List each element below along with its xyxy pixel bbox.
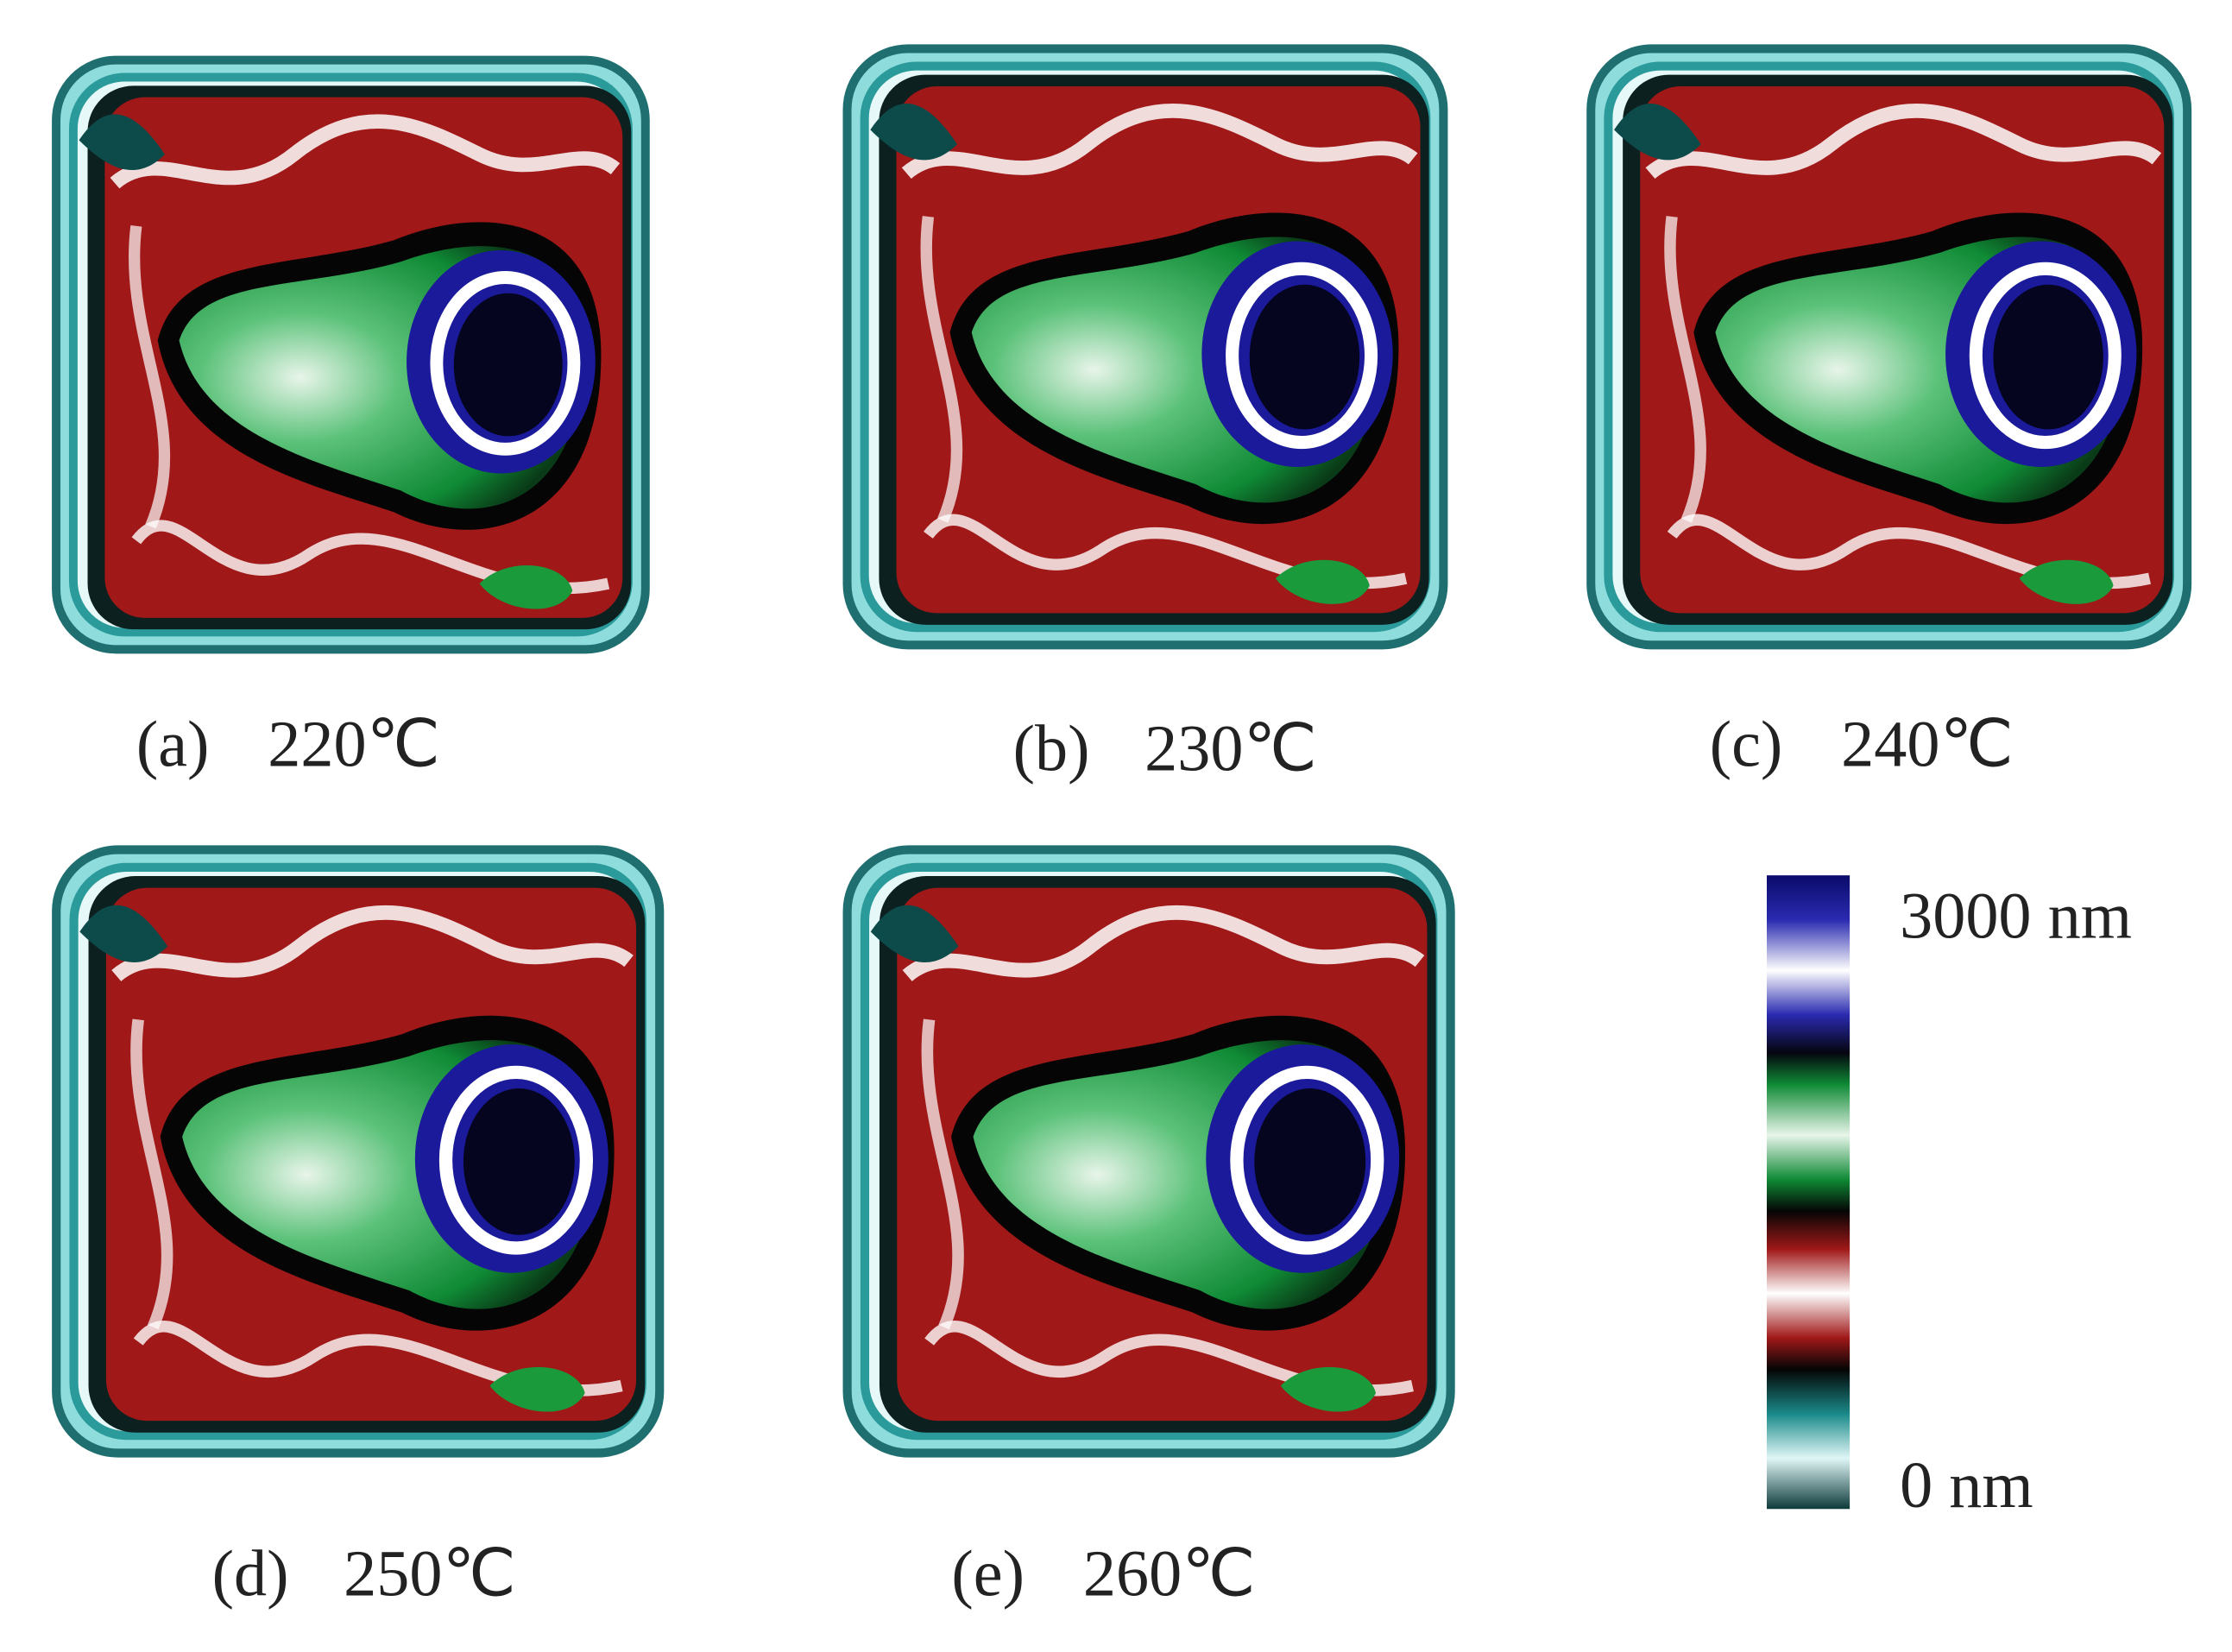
- contour-maps: (a) 220℃ (b) 230℃ (c) 240℃ (d) 250℃ (e) 260℃: [56, 48, 2187, 1611]
- contour-map: [1591, 48, 2187, 645]
- colorbar-min-label: 0 nm: [1900, 1449, 2033, 1522]
- contour-map: [848, 48, 1444, 645]
- colorbar-max-label: 3000 nm: [1900, 880, 2132, 952]
- panel-temperature: 230℃: [1144, 712, 1317, 785]
- panel-letter: (a): [136, 708, 210, 780]
- panel-temperature: 240℃: [1841, 708, 2014, 780]
- contour-map: [56, 60, 646, 650]
- contour-map: [848, 850, 1451, 1453]
- colorbar: 3000 nm 0 nm: [1767, 875, 2132, 1522]
- panel-letter: (b): [1013, 712, 1090, 785]
- colorbar-gradient: [1767, 875, 1851, 1510]
- panel-temperature: 260℃: [1083, 1538, 1256, 1611]
- panel-letter: (c): [1710, 708, 1783, 780]
- contour-map: [56, 850, 659, 1453]
- panel-temperature: 250℃: [344, 1538, 516, 1611]
- panel-letter: (e): [951, 1538, 1025, 1611]
- panel-temperature: 220℃: [268, 708, 440, 780]
- panel-letter: (d): [212, 1538, 289, 1611]
